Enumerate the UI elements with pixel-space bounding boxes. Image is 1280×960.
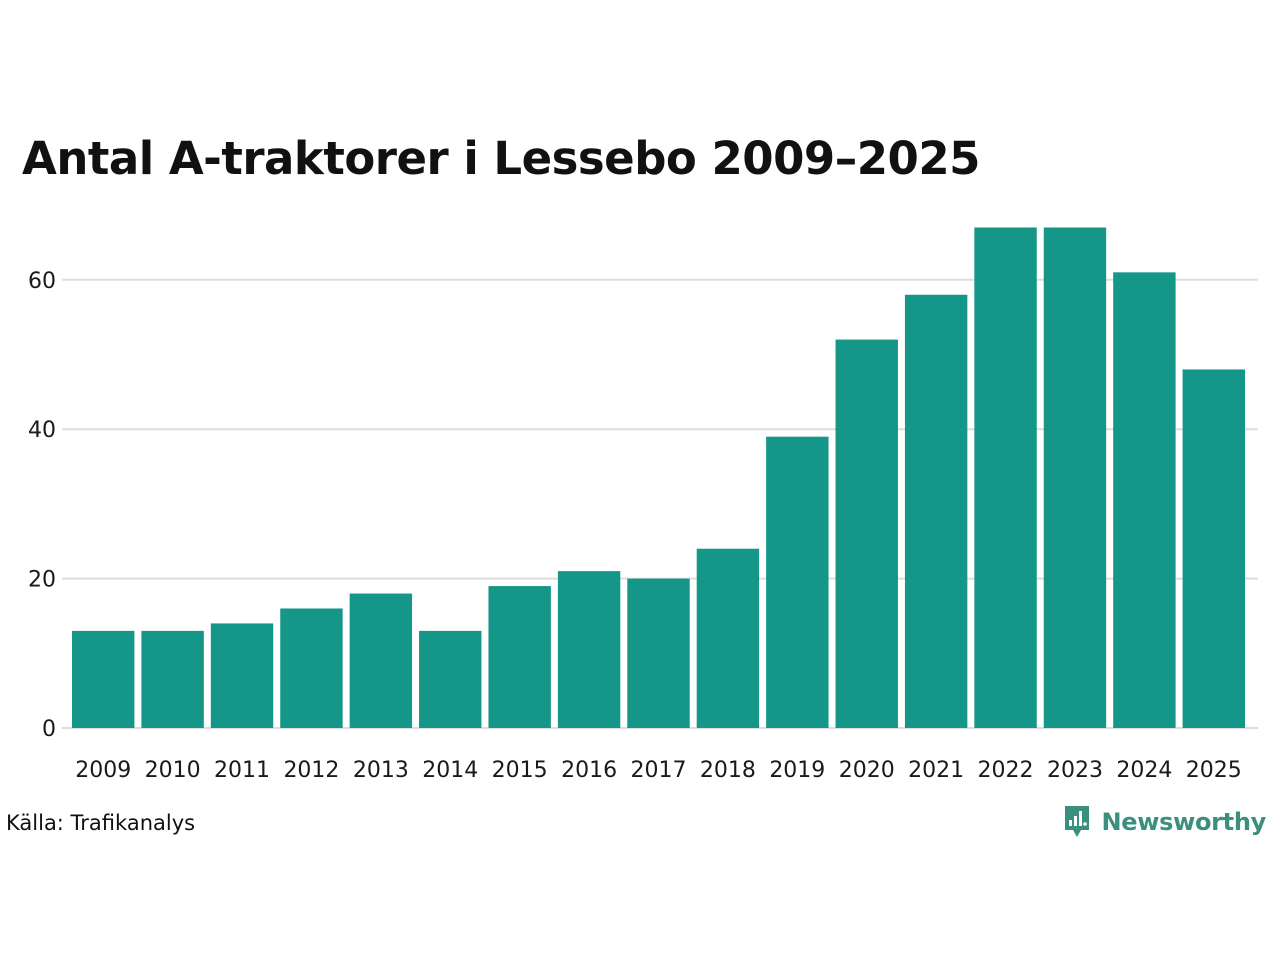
bar-2023	[1043, 227, 1107, 728]
x-tick-label-2017: 2017	[631, 758, 687, 783]
x-tick-label-2016: 2016	[561, 758, 617, 783]
chart-title: Antal A-traktorer i Lessebo 2009–2025	[22, 132, 981, 185]
x-tick-label-2023: 2023	[1047, 758, 1103, 783]
x-axis-ticks: 2009 2010 2011 2012 2013 2014 2015 2016 2017 2018…	[75, 758, 1242, 783]
x-tick-label-2014: 2014	[422, 758, 478, 783]
x-tick-label-2009: 2009	[75, 758, 131, 783]
bar-2009	[72, 630, 135, 728]
x-tick-label-2021: 2021	[908, 758, 964, 783]
bar-2015	[488, 586, 551, 728]
bar-2010	[141, 630, 204, 728]
bar-2018	[696, 548, 760, 728]
source-note: Källa: Trafikanalys	[6, 811, 196, 835]
bar-2019	[766, 436, 829, 728]
x-tick-label-2011: 2011	[214, 758, 270, 783]
bars	[72, 227, 1245, 728]
x-tick-label-2010: 2010	[145, 758, 201, 783]
bar-2011	[210, 623, 274, 728]
brand-logo: Newsworthy	[1063, 804, 1266, 840]
newsworthy-logo-icon	[1065, 806, 1090, 837]
y-axis-ticks: 0 20 40 60	[28, 269, 56, 742]
x-tick-label-2024: 2024	[1116, 758, 1172, 783]
brand-name: Newsworthy	[1101, 808, 1266, 836]
x-tick-label-2019: 2019	[769, 758, 825, 783]
x-tick-label-2015: 2015	[492, 758, 548, 783]
bar-2016	[557, 571, 621, 728]
bar-2025	[1182, 369, 1245, 728]
bar-2013	[349, 593, 413, 728]
bar-2020	[835, 339, 898, 728]
x-tick-label-2025: 2025	[1186, 758, 1242, 783]
y-tick-label: 0	[42, 717, 56, 742]
x-tick-label-2013: 2013	[353, 758, 409, 783]
bar-2022	[974, 227, 1037, 728]
bar-2017	[627, 578, 690, 728]
bar-2024	[1113, 272, 1176, 728]
x-tick-label-2018: 2018	[700, 758, 756, 783]
bar-2014	[419, 630, 482, 728]
bar-2012	[280, 608, 343, 728]
x-tick-label-2012: 2012	[283, 758, 339, 783]
x-tick-label-2020: 2020	[839, 758, 895, 783]
bar-2021	[904, 294, 968, 728]
x-tick-label-2022: 2022	[978, 758, 1034, 783]
y-tick-label: 40	[28, 418, 56, 443]
y-tick-label: 20	[28, 568, 56, 593]
y-tick-label: 60	[28, 269, 56, 294]
